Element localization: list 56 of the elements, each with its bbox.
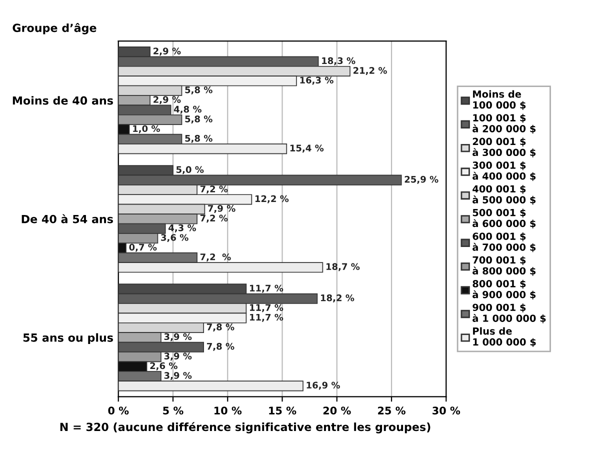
data-label: 5,8 % — [185, 134, 212, 143]
data-label: 25,9 % — [404, 176, 438, 184]
data-label: 16,3 % — [300, 76, 334, 85]
y-tick-label: 55 ans ou plus — [23, 333, 113, 344]
x-tick-label: 30 % — [432, 406, 460, 415]
legend-label: 800 001 $ à 900 000 $ — [472, 280, 536, 300]
legend-label: Plus de 1 000 000 $ — [473, 327, 536, 347]
x-tick-label: 5 % — [163, 406, 184, 415]
legend-label: 300 001 $ à 400 000 $ — [472, 161, 536, 182]
data-label: 5,8 % — [185, 116, 212, 124]
data-label: 7,8 % — [206, 342, 234, 351]
data-label: 15,4 % — [290, 144, 324, 153]
x-axis-title: N = 320 (aucune différence significative entre les groupes) — [60, 422, 430, 434]
data-label: 18,2 % — [321, 294, 354, 302]
data-label: 18,3 % — [322, 57, 356, 66]
data-label: 7,8 % — [206, 324, 234, 332]
data-label: 2,9 % — [154, 48, 181, 56]
legend-label: 200 001 $ à 300 000 $ — [472, 138, 536, 158]
data-label: 2,6 % — [150, 362, 178, 370]
data-label: 7,2 % — [200, 253, 231, 262]
legend-label: 400 001 $ à 500 000 $ — [472, 185, 536, 205]
data-label: 7,2 % — [200, 214, 228, 223]
legend-label: 500 001 $ à 600 000 $ — [472, 208, 536, 228]
legend-label: 900 001 $ à 1 000 000 $ — [472, 304, 546, 324]
x-tick-label: 20 % — [323, 406, 351, 415]
data-label: 21,2 % — [353, 67, 387, 75]
y-axis-title: Groupe d’âge — [12, 23, 96, 34]
data-label: 5,0 % — [176, 166, 204, 174]
data-label: 4,3 % — [168, 224, 196, 232]
data-label: 4,8 % — [174, 106, 202, 114]
data-label: 2,9 % — [154, 96, 181, 104]
data-label: 3,9 % — [164, 352, 192, 361]
legend-label: 700 001 $ à 800 000 $ — [472, 256, 536, 276]
x-tick-label: 25 % — [378, 406, 406, 415]
data-label: 16,9 % — [306, 382, 340, 390]
data-label: 3,9 % — [164, 333, 192, 342]
x-tick-label: 0 % — [108, 406, 129, 415]
data-label: 12,2 % — [255, 195, 289, 204]
data-label: 11,7 % — [250, 304, 284, 312]
data-label: 11,7 % — [250, 314, 284, 322]
x-tick-label: 15 % — [269, 406, 296, 415]
data-label: 5,8 % — [185, 86, 212, 94]
y-tick-label: Moins de 40 ans — [12, 96, 113, 105]
x-tick-label: 10 % — [214, 406, 242, 415]
legend-label: Moins de 100 000 $ — [473, 90, 526, 110]
data-label: 3,9 % — [164, 372, 192, 380]
data-label: 3,6 % — [161, 234, 188, 242]
legend-label: 600 001 $ à 700 000 $ — [472, 232, 536, 252]
data-label: 18,7 % — [326, 263, 360, 272]
legend-label: 100 001 $ à 200 000 $ — [472, 114, 536, 134]
data-label: 1,0 % — [133, 125, 160, 134]
data-label: 0,7 % — [129, 244, 157, 252]
data-label: 11,7 % — [250, 284, 284, 293]
data-label: 7,2 % — [200, 186, 228, 194]
data-label: 7,9 % — [208, 204, 236, 213]
y-tick-label: De 40 à 54 ans — [22, 214, 113, 224]
